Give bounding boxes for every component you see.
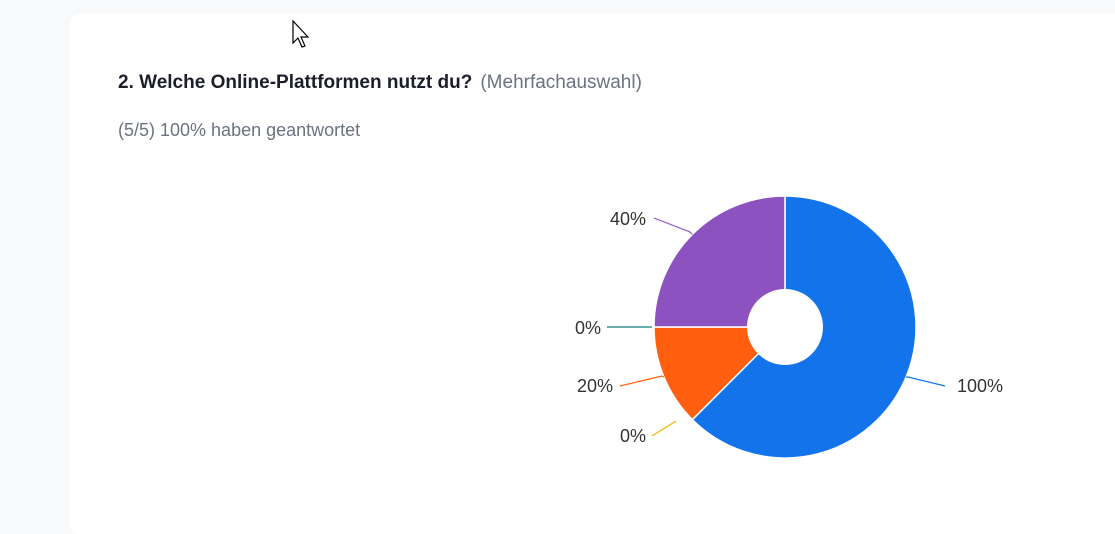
pie-slice[interactable] [653,326,787,421]
slice-label: 20% [577,376,613,396]
slice-label: 40% [610,209,646,229]
slice-label: 0% [620,426,646,446]
question-hint: (Mehrfachauswahl) [480,72,642,93]
question-header: 2. Welche Online-Plattformen nutzt du? (M… [118,72,642,94]
slice-label: 0% [575,318,601,338]
leader-line [905,376,946,387]
donut-hole [747,289,823,365]
response-count: (5/5) 100% haben geantwortet [118,120,361,140]
leader-line [651,420,677,437]
mouse-pointer-icon [292,19,312,55]
slice-label: 100% [957,376,1003,396]
question-title: 2. Welche Online-Plattformen nutzt du? [118,72,473,93]
leader-line [619,375,665,387]
pie-chart: 100% 0% 20% 0% 40% [575,195,1003,459]
leader-line [653,217,693,235]
question-card [70,14,1115,534]
